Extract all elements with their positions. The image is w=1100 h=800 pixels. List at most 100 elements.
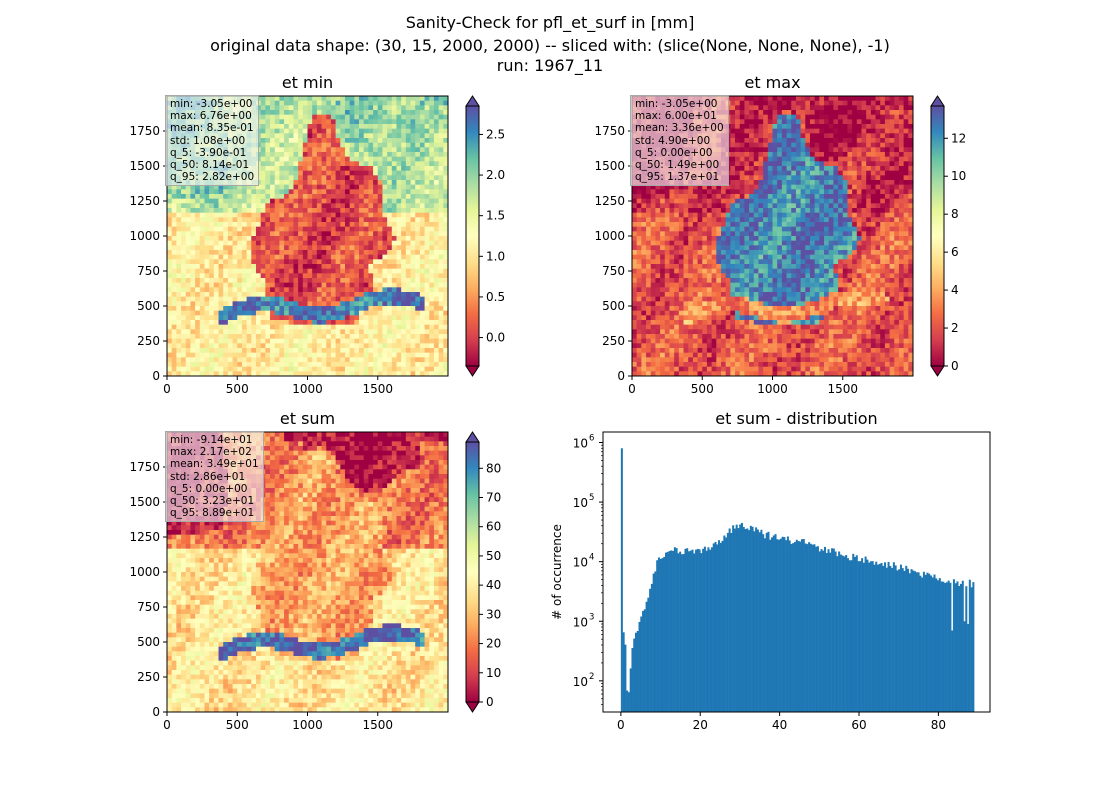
histogram-bar <box>809 543 812 712</box>
histogram-bar <box>762 534 765 712</box>
colorbar-tick-label: 2.5 <box>486 127 505 141</box>
histogram-bar <box>822 550 825 712</box>
histogram-bar <box>871 561 874 712</box>
histogram-bar <box>733 528 736 712</box>
histogram-bar <box>852 553 855 712</box>
histogram-bar <box>795 539 798 712</box>
histogram-bar <box>961 580 964 712</box>
histogram-bar <box>716 544 719 712</box>
histogram-bar <box>665 552 668 712</box>
y-tick-label: 500 <box>137 635 160 649</box>
colorbar-tick-label: 50 <box>486 549 501 563</box>
colorbar-extend-max <box>465 95 480 107</box>
histogram-bar <box>698 549 701 712</box>
y-tick-label: 500 <box>137 299 160 313</box>
x-tick-label: 0 <box>617 718 625 732</box>
histogram-bar <box>884 562 887 712</box>
colorbar-extend-max <box>465 431 480 443</box>
x-tick-label: 1000 <box>292 718 323 732</box>
colorbar-extend-min <box>465 701 480 713</box>
histogram-bar <box>792 543 795 712</box>
histogram-bar <box>801 539 804 712</box>
histogram-bar <box>942 581 945 712</box>
histogram-bar <box>723 535 726 712</box>
histogram-bar <box>799 541 802 712</box>
y-tick-label-base: 10 <box>573 615 588 629</box>
histogram-bar <box>954 583 957 712</box>
histogram-bar <box>714 541 717 712</box>
x-tick-label: 500 <box>226 718 249 732</box>
histogram-bar <box>878 563 881 712</box>
y-tick-label-base: 10 <box>573 436 588 450</box>
histogram-bar <box>645 601 648 712</box>
histogram-bar <box>968 579 971 712</box>
histogram-bar <box>691 549 694 712</box>
histogram-bar <box>802 539 805 712</box>
histogram-bar <box>838 551 841 712</box>
histogram-bar <box>933 574 936 712</box>
histogram-bar <box>951 630 954 712</box>
histogram-bar <box>832 548 835 712</box>
histogram-bar <box>620 448 623 712</box>
y-tick-label: 1500 <box>129 159 160 173</box>
histogram-bar <box>649 588 652 712</box>
histogram-bar <box>857 561 860 712</box>
y-tick-label-exponent: 3 <box>589 612 594 622</box>
histogram-bar <box>892 562 895 712</box>
histogram-bar <box>689 550 692 712</box>
histogram-bar <box>815 546 818 712</box>
histogram-bar <box>730 532 733 712</box>
histogram-bar <box>710 547 713 712</box>
histogram-bar <box>841 555 844 712</box>
axes-frame <box>602 431 991 713</box>
histogram-bar <box>970 587 973 712</box>
subplot-title: et max <box>744 73 800 92</box>
histogram-bar <box>748 530 751 712</box>
y-tick-label-exponent: 4 <box>589 553 594 563</box>
histogram-bar <box>749 525 752 712</box>
colorbar-tick-label: 30 <box>486 607 501 621</box>
histogram-bar <box>924 574 927 712</box>
x-tick-label: 0 <box>163 718 171 732</box>
x-tick-label: 40 <box>772 718 787 732</box>
y-tick-label: 500 <box>602 299 625 313</box>
histogram-bar <box>647 597 650 712</box>
histogram-bar <box>772 535 775 712</box>
histogram-bar <box>696 548 699 712</box>
histogram-bar <box>820 549 823 712</box>
histogram-bar <box>839 554 842 712</box>
histogram-bar <box>650 583 653 712</box>
colorbar-tick-label: 8 <box>951 207 959 221</box>
histogram-bar <box>633 638 636 712</box>
colorbar-extend-max <box>930 95 945 107</box>
histogram-bar <box>938 578 941 712</box>
heatmap-image <box>167 96 448 376</box>
histogram-bar <box>813 544 816 712</box>
y-tick-label: 250 <box>602 334 625 348</box>
histogram-bar <box>783 537 786 712</box>
histogram-bar <box>972 582 975 712</box>
histogram-bar <box>624 644 627 712</box>
histogram-bar <box>885 567 888 712</box>
histogram-bar <box>643 609 646 712</box>
histogram-bar <box>896 570 899 712</box>
histogram-bar <box>677 553 680 712</box>
histogram-bar <box>725 537 728 712</box>
histogram-bar <box>914 571 917 712</box>
histogram-bar <box>908 573 911 712</box>
histogram-bar <box>944 582 947 712</box>
histogram-bar <box>910 569 913 712</box>
histogram-bar <box>657 557 660 712</box>
histogram-bar <box>834 551 837 712</box>
y-tick-label: 1750 <box>594 124 625 138</box>
histogram-bar <box>636 630 639 712</box>
histogram-bar <box>940 581 943 712</box>
histogram-bar <box>926 572 929 712</box>
histogram-bar <box>868 562 871 712</box>
histogram-bar <box>693 553 696 712</box>
histogram-bar <box>680 554 683 712</box>
histogram-bar <box>668 551 671 712</box>
y-tick-label-exponent: 2 <box>589 672 594 682</box>
y-tick-label: 1750 <box>129 124 160 138</box>
histogram-bar <box>760 529 763 712</box>
